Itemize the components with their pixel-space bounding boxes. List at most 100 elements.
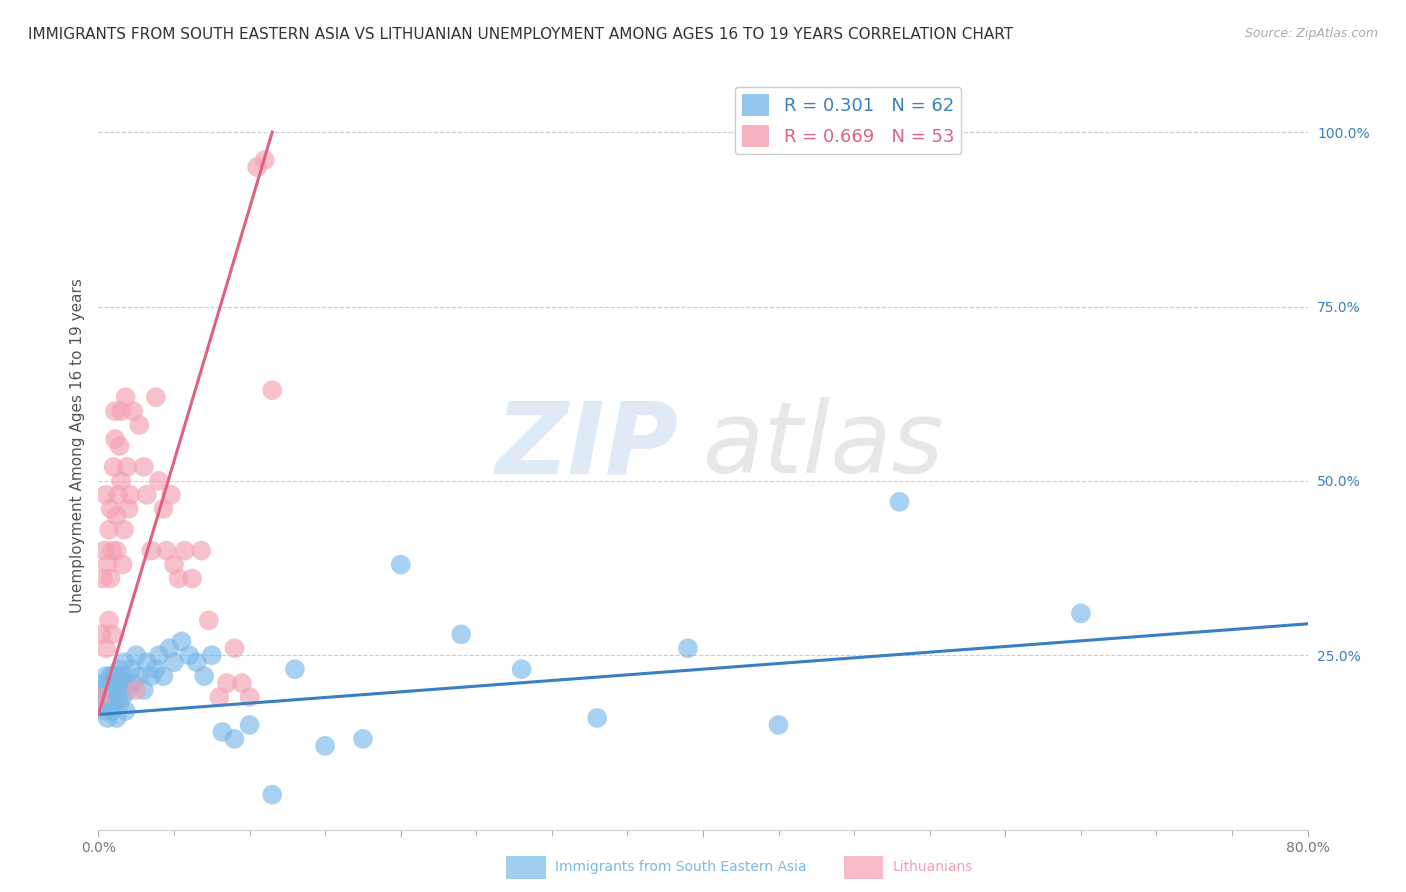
Point [94, 641, 117, 656]
Point [103, 669, 125, 683]
Point [215, 676, 238, 690]
Point [115, 676, 138, 690]
Point [239, 718, 262, 732]
Point [145, 662, 167, 676]
Point [160, 488, 183, 502]
Point [224, 731, 246, 746]
Point [107, 488, 129, 502]
Text: IMMIGRANTS FROM SOUTH EASTERN ASIA VS LITHUANIAN UNEMPLOYMENT AMONG AGES 16 TO 1: IMMIGRANTS FROM SOUTH EASTERN ASIA VS LI… [28, 27, 1014, 42]
Point [120, 488, 142, 502]
Point [114, 390, 136, 404]
Point [111, 669, 134, 683]
Point [115, 459, 138, 474]
Point [132, 683, 155, 698]
Point [211, 725, 233, 739]
Point [1070, 607, 1092, 621]
Point [284, 662, 307, 676]
Point [155, 543, 177, 558]
Point [118, 683, 141, 698]
Point [889, 495, 911, 509]
Point [89, 697, 111, 711]
Y-axis label: Unemployment Among Ages 16 to 19 years: Unemployment Among Ages 16 to 19 years [69, 278, 84, 614]
Point [152, 669, 174, 683]
Point [314, 739, 336, 753]
Point [173, 543, 195, 558]
Point [91, 690, 114, 704]
Point [389, 558, 412, 572]
Point [190, 543, 212, 558]
Point [125, 683, 148, 698]
Point [141, 543, 163, 558]
Point [110, 683, 132, 698]
Point [101, 543, 124, 558]
Point [148, 648, 170, 663]
Point [112, 523, 135, 537]
Point [98, 523, 121, 537]
Text: atlas: atlas [703, 398, 945, 494]
Point [98, 697, 121, 711]
Point [105, 543, 128, 558]
Point [163, 655, 186, 669]
Point [100, 572, 122, 586]
Point [96, 558, 118, 572]
Point [262, 788, 284, 802]
Point [98, 613, 121, 627]
Point [167, 572, 190, 586]
Text: Lithuanians: Lithuanians [893, 860, 973, 874]
Point [110, 474, 132, 488]
Text: Source: ZipAtlas.com: Source: ZipAtlas.com [1244, 27, 1378, 40]
Point [108, 439, 131, 453]
Point [208, 690, 231, 704]
Text: ZIP: ZIP [496, 398, 679, 494]
Point [128, 418, 150, 433]
Point [91, 572, 114, 586]
Point [103, 459, 125, 474]
Point [159, 641, 181, 656]
Point [104, 683, 127, 698]
Point [105, 711, 128, 725]
Point [103, 697, 125, 711]
Point [186, 655, 208, 669]
Point [197, 613, 219, 627]
Point [100, 501, 122, 516]
Point [110, 404, 132, 418]
Point [201, 648, 224, 663]
Point [135, 488, 157, 502]
Point [231, 676, 253, 690]
Point [145, 390, 167, 404]
Point [90, 683, 112, 698]
Point [163, 558, 186, 572]
Point [101, 683, 124, 698]
Point [253, 153, 276, 167]
Point [111, 690, 134, 704]
Point [121, 662, 143, 676]
Point [152, 501, 174, 516]
Point [112, 655, 135, 669]
Point [105, 669, 128, 683]
Point [132, 459, 155, 474]
Point [125, 648, 148, 663]
Point [101, 627, 124, 641]
Point [246, 160, 269, 174]
Point [94, 669, 117, 683]
Point [181, 572, 204, 586]
Point [179, 648, 201, 663]
Point [118, 501, 141, 516]
Point [107, 690, 129, 704]
Point [114, 704, 136, 718]
Point [128, 669, 150, 683]
Point [141, 669, 163, 683]
Point [768, 718, 790, 732]
Point [262, 383, 284, 397]
Point [100, 690, 122, 704]
Point [94, 488, 117, 502]
Point [98, 676, 121, 690]
Point [510, 662, 533, 676]
Point [94, 704, 117, 718]
Point [170, 634, 193, 648]
Point [93, 543, 115, 558]
Point [122, 676, 145, 690]
Legend: R = 0.301   N = 62, R = 0.669   N = 53: R = 0.301 N = 62, R = 0.669 N = 53 [735, 87, 962, 154]
Point [90, 627, 112, 641]
Point [108, 697, 131, 711]
